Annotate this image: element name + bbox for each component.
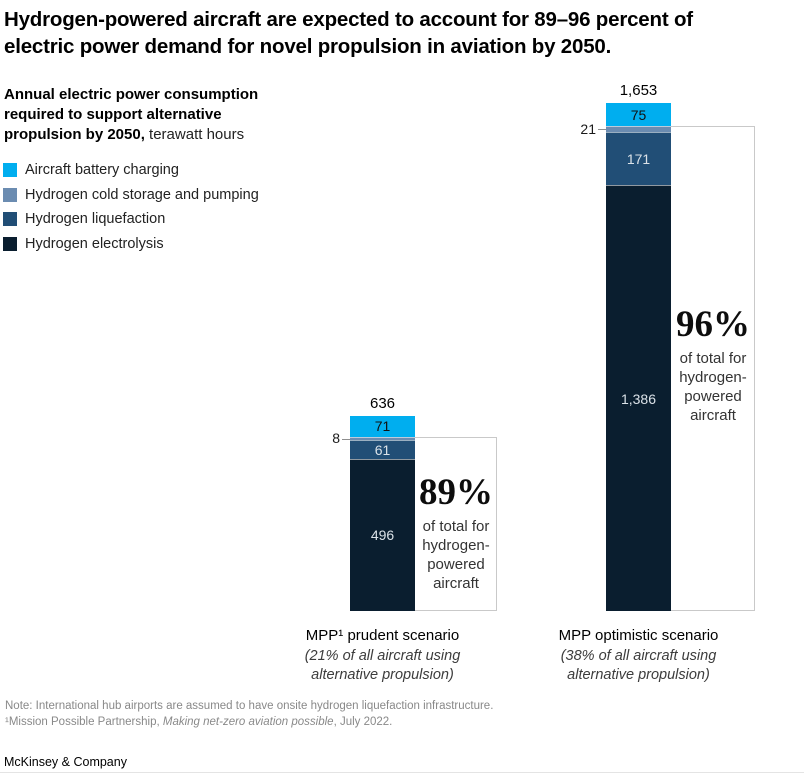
segment-value-label: 171 — [626, 151, 651, 168]
legend-item-label: Aircraft battery charging — [25, 162, 179, 178]
footnote-source-suffix: , July 2022. — [333, 715, 393, 728]
segment-value-label: 61 — [374, 441, 391, 458]
stacked-bar: 75 171 1,386 — [606, 103, 671, 611]
footnote-source: ¹Mission Possible Partnership, Making ne… — [5, 715, 493, 731]
annotation-caption: of total for hydrogen-powered aircraft — [679, 350, 747, 424]
tick-line-icon — [342, 438, 350, 440]
segment-value-label: 496 — [370, 527, 395, 544]
chart-subtitle: Annual electric power consumption requir… — [4, 85, 304, 145]
legend-item-label: Hydrogen cold storage and pumping — [25, 186, 259, 203]
bar-segment: 61 — [350, 439, 415, 459]
legend-swatch-icon — [3, 187, 17, 202]
legend-swatch-icon — [3, 212, 17, 226]
footnote-source-title: Making net-zero aviation possible — [162, 715, 334, 728]
bar-segment: 75 — [606, 103, 671, 127]
scenario-note: (21% of all aircraft using alternative p… — [304, 648, 461, 683]
bar-segment: 171 — [606, 132, 671, 186]
percent-annotation: 96% of total for hydrogen-powered aircraf… — [671, 306, 755, 425]
bar-total-label: 636 — [369, 394, 396, 412]
bar-segment: 1,386 — [606, 185, 671, 611]
legend-item-label: Hydrogen liquefaction — [25, 211, 166, 227]
chart-subtitle-line-3: propulsion by 2050, terawatt hours — [4, 125, 304, 145]
bar-total-label: 1,653 — [619, 82, 658, 99]
annotation-percent: 96% — [676, 304, 750, 345]
chart-title-line-2: electric power demand for novel propulsi… — [4, 35, 612, 58]
legend-item: Aircraft battery charging — [3, 162, 259, 178]
segment-value-label-outside: 21 — [580, 120, 596, 137]
stacked-bar: 71 61 496 — [350, 415, 415, 612]
bottom-divider — [0, 772, 804, 773]
bar-segment: 71 — [350, 415, 415, 438]
chart-subtitle-line-2: required to support alternative — [4, 106, 222, 123]
annotation-caption: of total for hydrogen-powered aircraft — [422, 518, 490, 592]
chart-subtitle-bold-part: propulsion by 2050, — [4, 126, 145, 143]
segment-value-label: 75 — [630, 106, 647, 123]
legend: Aircraft battery charging Hydrogen cold s… — [3, 162, 259, 261]
scenario-name: MPP optimistic scenario — [558, 627, 719, 644]
segment-value-label: 71 — [374, 418, 391, 435]
footnote-note: Note: International hub airports are ass… — [5, 700, 494, 712]
mckinsey-brand: McKinsey & Company — [4, 755, 127, 769]
chart-title: Hydrogen-powered aircraft are expected t… — [4, 6, 800, 60]
chart-title-line-1: Hydrogen-powered aircraft are expected t… — [4, 8, 693, 31]
bar-segment — [350, 437, 415, 440]
legend-swatch-icon — [3, 163, 17, 177]
legend-item-label: Hydrogen electrolysis — [25, 235, 164, 252]
footnote-source-prefix: ¹Mission Possible Partnership, — [5, 715, 163, 728]
annotation-percent: 89% — [419, 472, 493, 513]
tick-line-icon — [598, 129, 606, 131]
percent-annotation: 89% of total for hydrogen-powered aircraf… — [415, 474, 497, 593]
scenario-note: (38% of all aircraft using alternative p… — [560, 648, 717, 683]
legend-item: Hydrogen liquefaction — [3, 211, 259, 227]
legend-swatch-icon — [3, 236, 17, 251]
chart-subtitle-unit: terawatt hours — [144, 126, 245, 143]
x-axis-label: MPP¹ prudent scenario (21% of all aircraf… — [273, 627, 493, 685]
bar-segment — [606, 126, 671, 133]
footnotes: Note: International hub airports are ass… — [5, 699, 493, 730]
chart-subtitle-line-1: Annual electric power consumption — [4, 86, 259, 103]
segment-value-label: 1,386 — [620, 390, 657, 407]
x-axis-label: MPP optimistic scenario (38% of all aircr… — [529, 627, 749, 685]
bar-segment: 496 — [350, 458, 415, 611]
legend-item: Hydrogen electrolysis — [3, 235, 259, 252]
segment-value-label-outside: 8 — [332, 430, 340, 447]
scenario-name: MPP¹ prudent scenario — [305, 627, 460, 644]
legend-item: Hydrogen cold storage and pumping — [3, 186, 259, 203]
